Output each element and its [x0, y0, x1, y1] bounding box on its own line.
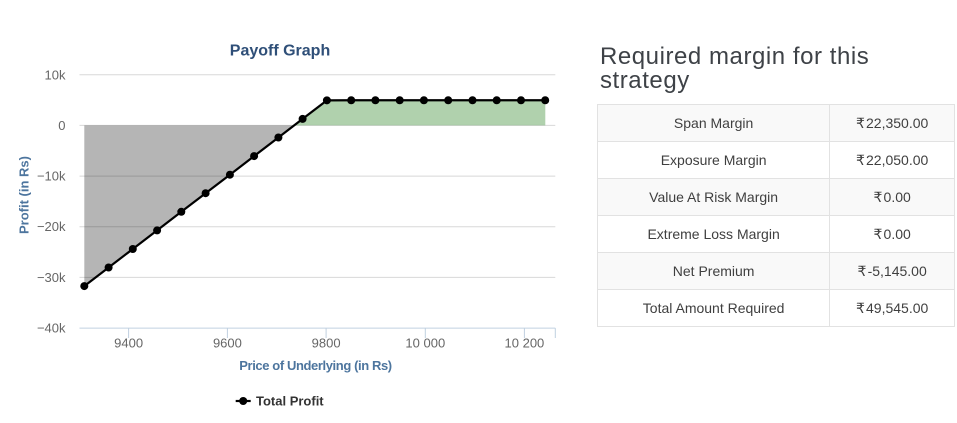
svg-text:−20k: −20k — [37, 219, 66, 234]
svg-text:−10k: −10k — [37, 169, 66, 184]
svg-text:10 000: 10 000 — [405, 336, 445, 351]
svg-text:9400: 9400 — [114, 336, 143, 351]
svg-text:10k: 10k — [45, 67, 66, 82]
svg-text:Payoff Graph: Payoff Graph — [230, 43, 330, 60]
svg-text:Price of Underlying (in Rs): Price of Underlying (in Rs) — [239, 358, 392, 373]
svg-text:9800: 9800 — [312, 336, 341, 351]
svg-text:10 200: 10 200 — [505, 336, 545, 351]
svg-text:−40k: −40k — [37, 321, 66, 336]
svg-text:9600: 9600 — [213, 336, 242, 351]
svg-text:0: 0 — [58, 118, 65, 133]
svg-text:−30k: −30k — [37, 270, 66, 285]
svg-text:Total Profit: Total Profit — [256, 394, 324, 409]
svg-text:Profit (in Rs): Profit (in Rs) — [17, 156, 32, 234]
